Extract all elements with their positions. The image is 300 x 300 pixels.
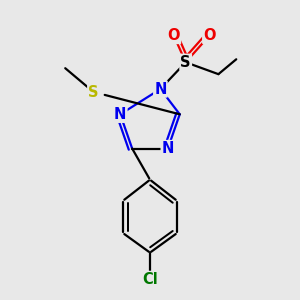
Text: N: N	[114, 107, 126, 122]
Text: S: S	[180, 55, 191, 70]
Text: S: S	[88, 85, 99, 100]
Text: N: N	[162, 141, 174, 156]
Text: N: N	[154, 82, 167, 97]
Text: Cl: Cl	[142, 272, 158, 287]
Text: O: O	[203, 28, 216, 43]
Text: O: O	[167, 28, 180, 43]
